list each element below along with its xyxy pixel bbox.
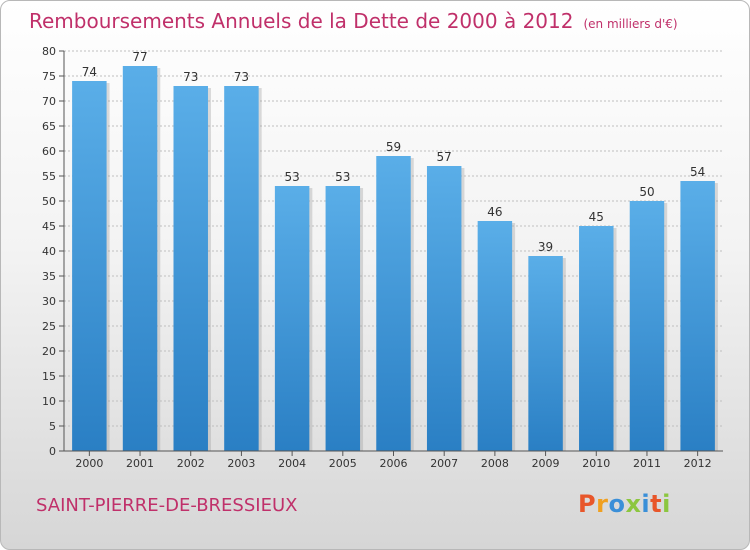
y-tick-label: 35 bbox=[42, 270, 56, 283]
bar-2011 bbox=[629, 201, 665, 451]
bar-2010 bbox=[579, 226, 614, 451]
data-label-2001: 77 bbox=[132, 50, 147, 64]
data-label-2003: 73 bbox=[234, 70, 249, 84]
logo-letter: t bbox=[650, 490, 663, 518]
y-tick-label: 55 bbox=[42, 170, 56, 183]
y-tick-label: 70 bbox=[42, 95, 56, 108]
data-label-2002: 73 bbox=[183, 70, 198, 84]
x-tick-label-2011: 2011 bbox=[633, 457, 661, 470]
data-label-2011: 50 bbox=[639, 185, 654, 199]
x-tick-label-2006: 2006 bbox=[380, 457, 408, 470]
data-label-2009: 39 bbox=[538, 240, 553, 254]
y-tick-label: 75 bbox=[42, 70, 56, 83]
y-tick-label: 80 bbox=[42, 45, 56, 58]
logo-letter: o bbox=[608, 490, 626, 518]
y-tick-label: 10 bbox=[42, 395, 56, 408]
y-tick-label: 40 bbox=[42, 245, 56, 258]
x-tick-label-2008: 2008 bbox=[481, 457, 509, 470]
y-tick-label: 50 bbox=[42, 195, 56, 208]
x-tick-label-2012: 2012 bbox=[684, 457, 712, 470]
commune-name: SAINT-PIERRE-DE-BRESSIEUX bbox=[36, 495, 298, 516]
bar-2002 bbox=[173, 86, 208, 451]
y-tick-label: 45 bbox=[42, 220, 56, 233]
bar-2009 bbox=[528, 256, 563, 451]
data-label-2012: 54 bbox=[690, 165, 705, 179]
y-axis: 0 5 10 15 20 25 30 35 40 45 50 55 60 65 70 75 80 bbox=[42, 45, 65, 458]
data-label-2010: 45 bbox=[589, 210, 604, 224]
y-tick-label: 30 bbox=[42, 295, 56, 308]
y-tick-label: 5 bbox=[49, 420, 56, 433]
y-tick-label: 0 bbox=[49, 445, 56, 458]
logo-letter: i bbox=[641, 490, 651, 518]
x-tick-label-2004: 2004 bbox=[278, 457, 306, 470]
y-tick-label: 60 bbox=[42, 145, 56, 158]
data-label-2000: 74 bbox=[82, 65, 97, 79]
x-tick-label-2001: 2001 bbox=[126, 457, 154, 470]
x-tick-label-2002: 2002 bbox=[177, 457, 205, 470]
logo-letter: P bbox=[578, 490, 597, 518]
logo-letter: r bbox=[596, 490, 609, 518]
bar-2006 bbox=[376, 156, 411, 451]
x-tick-label-2000: 2000 bbox=[75, 457, 103, 470]
y-tick-label: 65 bbox=[42, 120, 56, 133]
x-tick-label-2005: 2005 bbox=[329, 457, 357, 470]
x-tick-label-2009: 2009 bbox=[532, 457, 560, 470]
bar-2005 bbox=[325, 186, 361, 451]
chart-subtitle: (en milliers d'€) bbox=[583, 17, 678, 31]
y-tick-label: 20 bbox=[42, 345, 56, 358]
x-tick-label-2003: 2003 bbox=[227, 457, 255, 470]
bar-2008 bbox=[477, 221, 513, 451]
logo-letter: i bbox=[662, 490, 671, 518]
bar-2003 bbox=[224, 86, 259, 451]
data-label-2008: 46 bbox=[487, 205, 502, 219]
bar-2004 bbox=[274, 186, 310, 451]
y-tick-label: 15 bbox=[42, 370, 56, 383]
logo-letter: x bbox=[625, 490, 642, 518]
bars: 74 77 73 73 53 53 59 57 46 39 45 50 54 bbox=[72, 50, 718, 451]
bar-2012 bbox=[680, 181, 715, 451]
data-label-2004: 53 bbox=[284, 170, 299, 184]
data-label-2005: 53 bbox=[335, 170, 350, 184]
x-axis: 2000 2001 2002 2003 2004 2005 2006 2007 2008 2009… bbox=[64, 450, 723, 470]
data-label-2007: 57 bbox=[437, 150, 452, 164]
y-tick-label: 25 bbox=[42, 320, 56, 333]
data-label-2006: 59 bbox=[386, 140, 401, 154]
chart-title: Remboursements Annuels de la Dette de 20… bbox=[29, 9, 678, 33]
chart-title-text: Remboursements Annuels de la Dette de 20… bbox=[29, 9, 574, 33]
x-tick-label-2010: 2010 bbox=[582, 457, 610, 470]
proxiti-logo[interactable]: Proxiti bbox=[578, 490, 671, 518]
bar-2000 bbox=[72, 81, 107, 451]
bar-2001 bbox=[122, 66, 158, 451]
bar-2007 bbox=[426, 166, 462, 451]
x-tick-label-2007: 2007 bbox=[430, 457, 458, 470]
